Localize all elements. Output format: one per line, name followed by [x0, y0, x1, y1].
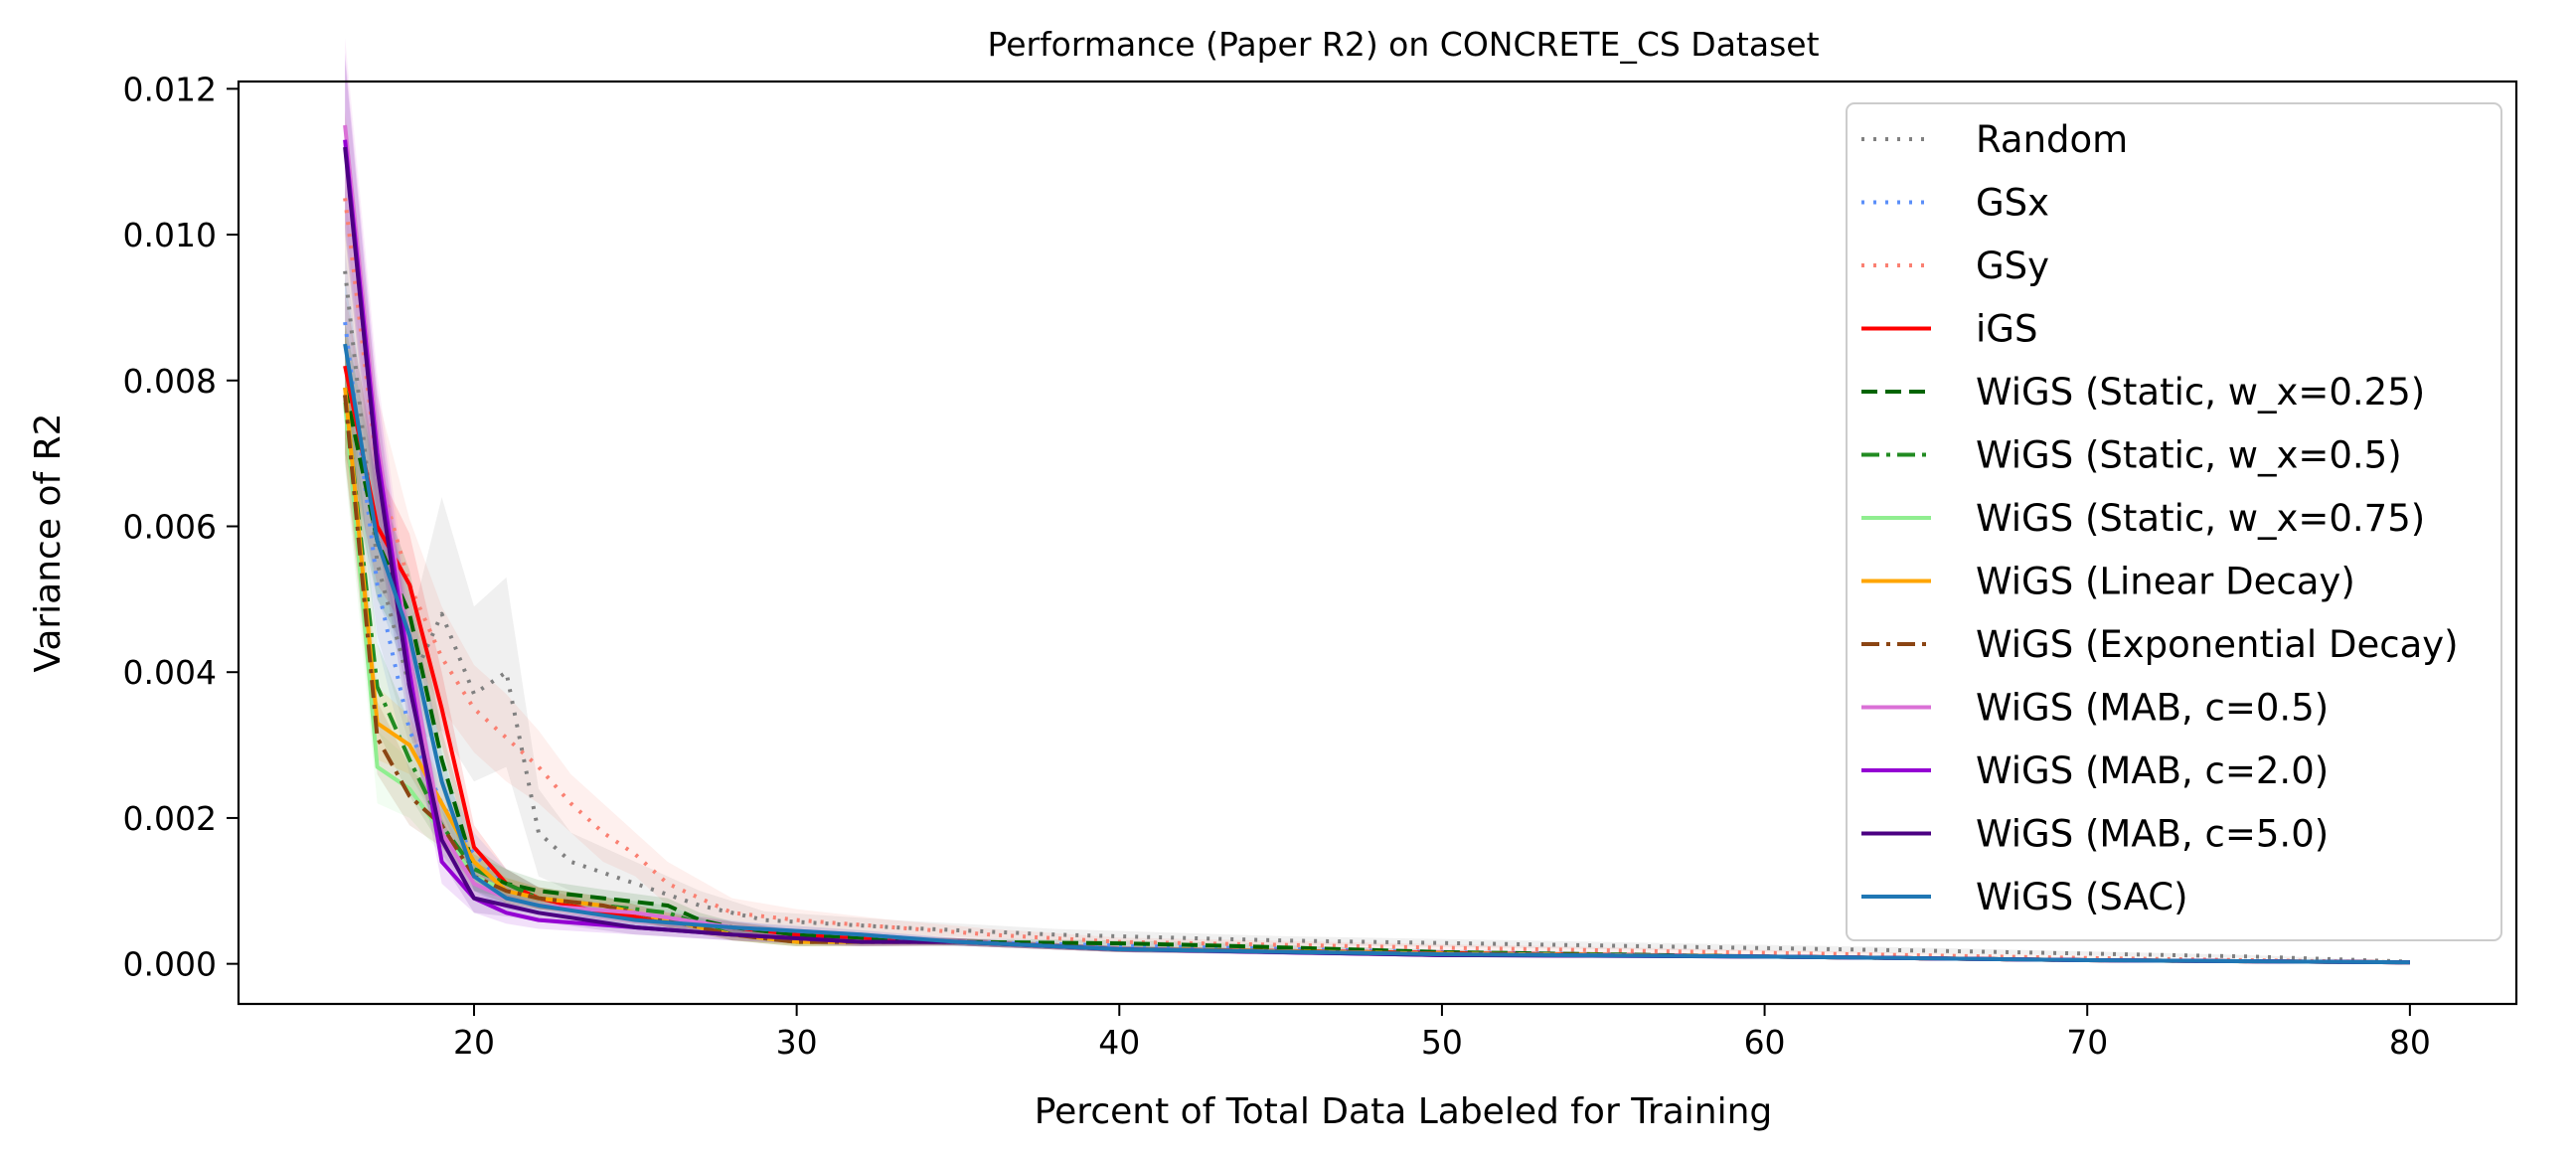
- series-line-wigs-static-w-x-0-25-: [343, 387, 2410, 965]
- y-tick-label: 0.000: [123, 945, 217, 984]
- x-tick-label: 30: [776, 1023, 818, 1062]
- y-tick-label: 0.002: [123, 799, 217, 838]
- legend-label: WiGS (Exponential Decay): [1976, 623, 2459, 666]
- y-axis-label: Variance of R2: [28, 413, 69, 672]
- x-tick-label: 40: [1098, 1023, 1140, 1062]
- x-tick-label: 20: [453, 1023, 495, 1062]
- chart-title: Performance (Paper R2) on CONCRETE_CS Da…: [987, 25, 1819, 64]
- plot-frame: [237, 80, 2518, 1006]
- legend-label: WiGS (MAB, c=0.5): [1976, 687, 2329, 730]
- x-axis: 20 30 40 50 60 70 80: [453, 1004, 2431, 1062]
- y-axis: 0.000 0.002 0.004 0.006 0.008 0.010 0.012: [123, 70, 239, 984]
- y-tick-label: 0.010: [123, 216, 217, 254]
- y-tick-label: 0.004: [123, 653, 217, 692]
- legend-label: WiGS (Linear Decay): [1976, 561, 2355, 603]
- y-tick-label: 0.012: [123, 70, 217, 108]
- legend-label: WiGS (Static, w_x=0.5): [1976, 434, 2402, 477]
- y-tick-label: 0.006: [123, 507, 217, 546]
- legend-label: WiGS (Static, w_x=0.25): [1976, 371, 2425, 414]
- legend-label: GSy: [1976, 245, 2049, 287]
- legend-label: WiGS (Static, w_x=0.75): [1976, 497, 2425, 540]
- series-line-wigs-exponential-decay-: [343, 395, 2410, 965]
- band-igs: [345, 292, 2410, 963]
- y-tick-label: 0.008: [123, 362, 217, 401]
- legend-label: GSx: [1976, 182, 2049, 225]
- legend-label: Random: [1976, 118, 2128, 161]
- x-tick-label: 70: [2066, 1023, 2108, 1062]
- legend-label: iGS: [1976, 308, 2037, 351]
- legend-label: WiGS (SAC): [1976, 876, 2188, 918]
- x-tick-label: 80: [2389, 1023, 2431, 1062]
- x-axis-label: Percent of Total Data Labeled for Traini…: [1035, 1091, 1773, 1132]
- series-lines: [343, 124, 2410, 965]
- legend: Random GSx GSy iGS WiGS (Static, w_x=0.25) Wi…: [1846, 102, 2502, 941]
- legend-box: [1846, 102, 2502, 941]
- series-line-wigs-sac-: [343, 343, 2410, 965]
- legend-label: WiGS (MAB, c=2.0): [1976, 749, 2329, 792]
- legend-label: WiGS (MAB, c=5.0): [1976, 813, 2329, 856]
- x-tick-label: 50: [1421, 1023, 1463, 1062]
- x-tick-label: 60: [1744, 1023, 1786, 1062]
